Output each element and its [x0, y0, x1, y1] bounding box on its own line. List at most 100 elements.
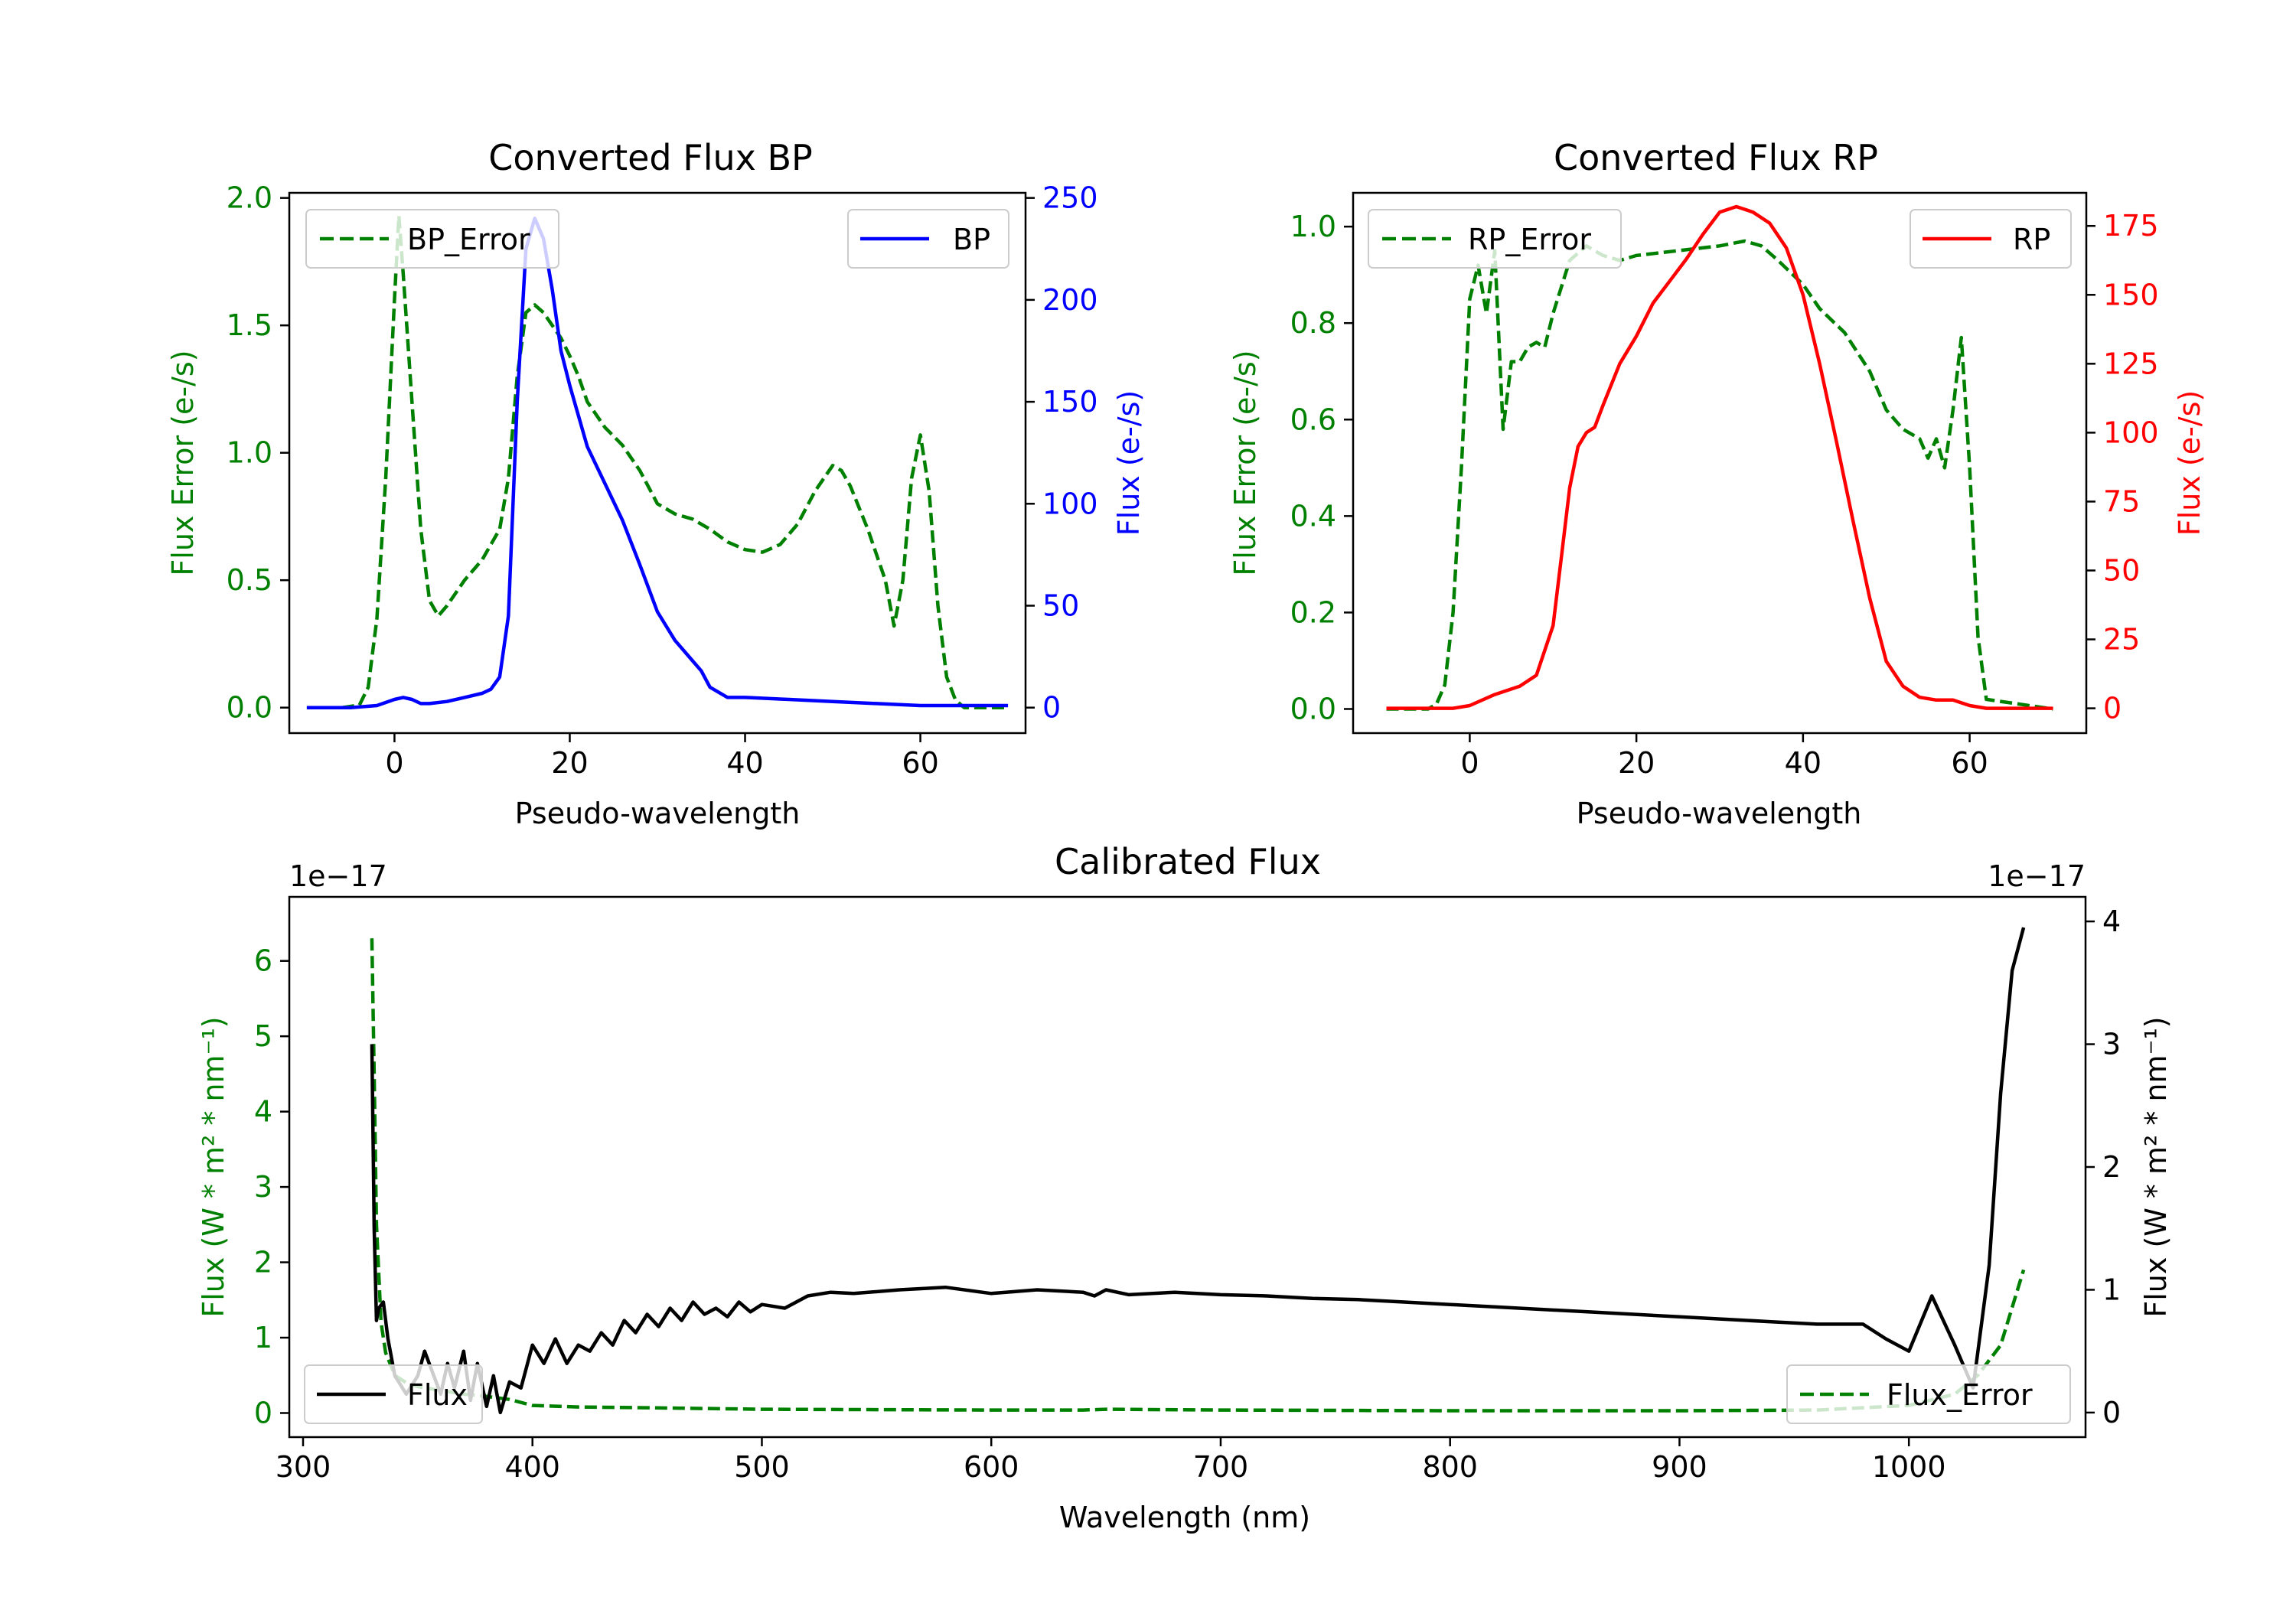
- legend-label: RP: [2013, 223, 2050, 256]
- y-tick-label-left: 0.5: [227, 563, 272, 597]
- x-tick-label: 40: [726, 746, 763, 780]
- y-tick-label-left: 0: [254, 1396, 272, 1429]
- x-tick-label: 0: [1460, 746, 1479, 780]
- y-tick-label-right: 0: [1042, 691, 1061, 725]
- y-tick-label-left: 2: [254, 1246, 272, 1279]
- y-tick-label-left: 0.2: [1290, 595, 1336, 629]
- y-tick-label-right: 250: [1042, 181, 1098, 215]
- y-tick-label-left: 3: [254, 1170, 272, 1204]
- y-tick-label-left: 6: [254, 944, 272, 978]
- series-line-bp-error: [306, 214, 1009, 709]
- chart-title: Calibrated Flux: [1055, 841, 1321, 882]
- legend-left: BP_Error: [305, 209, 559, 269]
- y-tick-label-left: 1.5: [227, 308, 272, 342]
- x-tick-label: 300: [276, 1450, 331, 1484]
- y-tick-label-right: 100: [1042, 487, 1098, 520]
- y-tick-label-left: 1.0: [227, 436, 272, 470]
- panel-calibrated: Calibrated Flux 1e−17 1e−17 300 400 500 600…: [197, 841, 2173, 1534]
- y-tick-label-left: 0.4: [1290, 499, 1336, 533]
- chart-title: Converted Flux BP: [488, 137, 813, 178]
- y-tick-label-right: 0: [2102, 1396, 2121, 1429]
- x-ticks: 0 20 40 60: [1460, 733, 1988, 780]
- series-line-rp: [1386, 204, 2053, 710]
- y-tick-label-right: 150: [1042, 385, 1098, 419]
- y-tick-label-right: 125: [2103, 347, 2159, 380]
- y-tick-label-right: 4: [2102, 905, 2121, 938]
- y-tick-label-right: 50: [1042, 588, 1079, 622]
- x-tick-label: 400: [504, 1450, 560, 1484]
- multiplier-left: 1e−17: [289, 859, 387, 893]
- legend-left: RP_Error: [1368, 209, 1622, 269]
- x-tick-label: 800: [1422, 1450, 1478, 1484]
- legend-right: BP: [847, 209, 1009, 269]
- y-tick-label-left: 1.0: [1290, 210, 1336, 243]
- y-tick-label-right: 150: [2103, 278, 2159, 311]
- y-tick-label-right: 200: [1042, 283, 1098, 317]
- legend-label: BP_Error: [407, 223, 530, 256]
- x-tick-label: 900: [1652, 1450, 1707, 1484]
- y-tick-label-left: 0.6: [1290, 403, 1336, 436]
- x-tick-label: 20: [551, 746, 588, 780]
- x-ticks: 300 400 500 600 700 800 900 1000: [276, 1437, 1946, 1484]
- y-tick-label-right: 75: [2103, 484, 2140, 518]
- y-tick-label-left: 0.0: [1290, 692, 1336, 725]
- y-ticks-right: 0 1 2 3 4: [2086, 905, 2121, 1429]
- legend-label: RP_Error: [1468, 223, 1591, 256]
- y-ticks-right: 0 25 50 75 100 125 150 175: [2086, 209, 2159, 725]
- y-tick-label-right: 2: [2102, 1150, 2121, 1184]
- panel-bp: Converted Flux BP 0 20 40 60 0.0 0.5 1.0 1.5 2.…: [166, 137, 1146, 830]
- x-tick-label: 60: [1951, 746, 1988, 780]
- x-tick-label: 20: [1618, 746, 1655, 780]
- y-tick-label-right: 3: [2102, 1028, 2121, 1061]
- series-bp: [306, 217, 1009, 709]
- y-axis-label-left: Flux Error (e-/s): [1228, 350, 1262, 575]
- plot-frame: [288, 191, 1027, 735]
- x-axis-label: Wavelength (nm): [1059, 1501, 1310, 1534]
- y-tick-label-right: 1: [2102, 1273, 2121, 1306]
- y-axis-label-right: Flux (e-/s): [2173, 390, 2206, 536]
- y-tick-label-right: 100: [2103, 416, 2159, 449]
- y-ticks-left: 0 1 2 3 4 5 6: [254, 944, 289, 1429]
- y-axis-label-left: Flux (W * m² * nm⁻¹): [197, 1016, 230, 1317]
- legend-box: [304, 1364, 483, 1424]
- plot-area: [306, 214, 1009, 709]
- legend-box: [1368, 209, 1622, 269]
- x-tick-label: 600: [964, 1450, 1019, 1484]
- legend-label: Flux_Error: [1887, 1378, 2033, 1412]
- x-ticks: 0 20 40 60: [385, 733, 939, 780]
- series-rp: [1386, 204, 2053, 710]
- x-tick-label: 700: [1193, 1450, 1249, 1484]
- y-tick-label-left: 4: [254, 1095, 272, 1129]
- y-ticks-right: 0 50 100 150 200 250: [1026, 181, 1098, 725]
- series-line-bp: [306, 217, 1009, 709]
- y-tick-label-right: 25: [2103, 623, 2140, 657]
- legend-box: [305, 209, 559, 269]
- x-tick-label: 500: [734, 1450, 790, 1484]
- panel-rp: Converted Flux RP 0 20 40 60 0.00.20.40.60.…: [1228, 137, 2206, 830]
- x-tick-label: 60: [902, 746, 938, 780]
- legend-left: Flux: [304, 1364, 483, 1424]
- y-tick-label-left: 5: [254, 1019, 272, 1053]
- legend-right: RP: [1910, 209, 2072, 269]
- y-ticks-left: 0.0 0.2 0.4 0.6 0.8 1.0: [1290, 210, 1353, 725]
- chart-title: Converted Flux RP: [1554, 137, 1878, 178]
- y-tick-label-left: 0.8: [1290, 306, 1336, 340]
- legend-label: BP: [953, 223, 990, 256]
- legend-label: Flux: [407, 1378, 468, 1412]
- y-tick-label-right: 0: [2103, 692, 2122, 725]
- multiplier-right: 1e−17: [1988, 859, 2086, 893]
- y-tick-label-left: 0.0: [227, 691, 272, 725]
- x-axis-label: Pseudo-wavelength: [1577, 797, 1862, 830]
- y-tick-label-right: 175: [2103, 209, 2159, 243]
- series-bp-error: [306, 214, 1009, 709]
- x-tick-label: 1000: [1872, 1450, 1946, 1484]
- legend-right: Flux_Error: [1786, 1364, 2071, 1424]
- x-axis-label: Pseudo-wavelength: [515, 797, 801, 830]
- y-tick-label-left: 2.0: [227, 181, 272, 215]
- y-axis-label-left: Flux Error (e-/s): [166, 350, 200, 575]
- y-tick-label-left: 1: [254, 1321, 272, 1354]
- y-axis-label-right: Flux (W * m² * nm⁻¹): [2139, 1016, 2173, 1317]
- plot-frame: [1352, 191, 2088, 735]
- legend-box: [1786, 1364, 2071, 1424]
